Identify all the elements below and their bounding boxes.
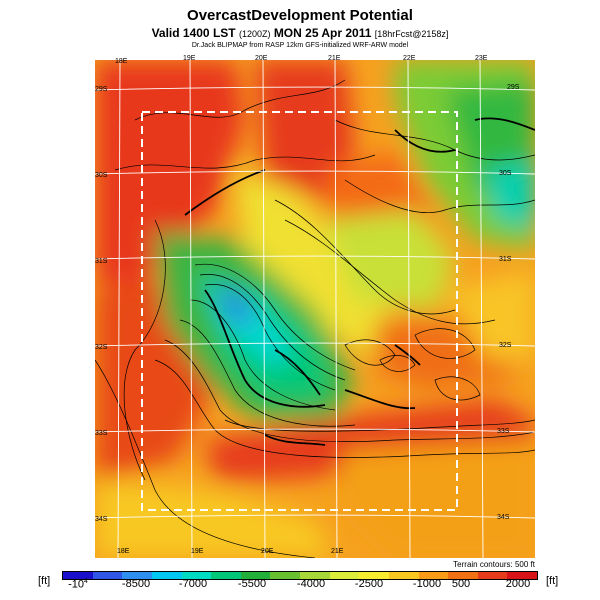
colorbar-swatch [181, 572, 212, 579]
lat-label-right: 33S [497, 428, 510, 435]
colorbar-exponent: 4 [84, 578, 88, 585]
lat-label-left: 30S [95, 172, 108, 179]
colorbar-swatch [329, 572, 360, 579]
overcast-potential-map: 18E 19E 20E 21E 22E 23E 18E 19E 20E 21E … [95, 55, 535, 558]
colorbar-swatch [92, 572, 123, 579]
colorbar-swatch [507, 572, 537, 579]
lat-label-right: 32S [499, 342, 512, 349]
model-credit: Dr.Jack BLIPMAP from RASP 12km GFS-initi… [191, 42, 409, 49]
lat-label-right: 29S [507, 84, 520, 91]
lat-label-left: 33S [95, 430, 108, 437]
colorbar-swatch [448, 572, 478, 579]
chart-title: OvercastDevelopment Potential [187, 7, 413, 24]
lon-label-bottom: 20E [261, 548, 274, 555]
lon-label-top: 23E [475, 55, 488, 62]
colorbar-label: -1000 [412, 578, 442, 590]
colorbar-label: 500 [451, 578, 471, 590]
inner-domain-box [141, 111, 458, 511]
lat-label-right: 30S [499, 170, 512, 177]
lon-label-top: 18E [115, 58, 128, 65]
colorbar-swatch [300, 572, 330, 579]
lat-label-left: 32S [95, 344, 108, 351]
lat-label-right: 34S [497, 514, 510, 521]
colorbar-swatch [240, 572, 271, 579]
map-field [95, 60, 535, 558]
colorbar-swatch [151, 572, 182, 579]
colorbar [62, 571, 538, 580]
colorbar-swatch [359, 572, 389, 579]
lat-label-left: 31S [95, 258, 108, 265]
lon-label-top: 21E [328, 55, 341, 62]
colorbar-swatch [211, 572, 241, 579]
colorbar-swatch [477, 572, 508, 579]
overcast-field [95, 60, 535, 558]
colorbar-label: -4000 [296, 578, 326, 590]
colorbar-label: -104 [68, 578, 88, 591]
valid-time: Valid 1400 LST [151, 26, 236, 40]
colorbar-swatch [270, 572, 300, 579]
colorbar-label: -7000 [178, 578, 208, 590]
lat-label-right: 31S [499, 256, 512, 263]
colorbar-swatch [122, 572, 152, 579]
colorbar-swatch [63, 572, 93, 579]
colorbar-swatch [418, 572, 449, 579]
colorbar-label: -8500 [121, 578, 151, 590]
colorbar-label: -5500 [237, 578, 267, 590]
colorbar-swatch [388, 572, 419, 579]
lon-label-bottom: 18E [117, 548, 130, 555]
colorbar-label: 2000 [505, 578, 531, 590]
lat-label-left: 29S [95, 86, 108, 93]
lon-label-bottom: 19E [191, 548, 204, 555]
terrain-contour-note: Terrain contours: 500 ft [453, 560, 535, 569]
lon-label-bottom: 21E [331, 548, 344, 555]
lat-lon-grid [95, 60, 535, 558]
colorbar-label: -2500 [354, 578, 384, 590]
terrain-contours [95, 79, 535, 558]
lon-label-top: 20E [255, 55, 268, 62]
forecast-info: [18hrFcst@2158z] [374, 29, 449, 39]
colorbar-unit-right: [ft] [546, 575, 559, 587]
lat-label-left: 34S [95, 516, 108, 523]
colorbar-unit-left: [ft] [38, 575, 51, 587]
chart-subtitle: Valid 1400 LST (1200Z) MON 25 Apr 2011 [… [0, 26, 600, 40]
valid-date: MON 25 Apr 2011 [273, 26, 372, 40]
utc-time: (1200Z) [238, 29, 271, 39]
lon-label-top: 19E [183, 55, 196, 62]
lon-label-top: 22E [403, 55, 416, 62]
